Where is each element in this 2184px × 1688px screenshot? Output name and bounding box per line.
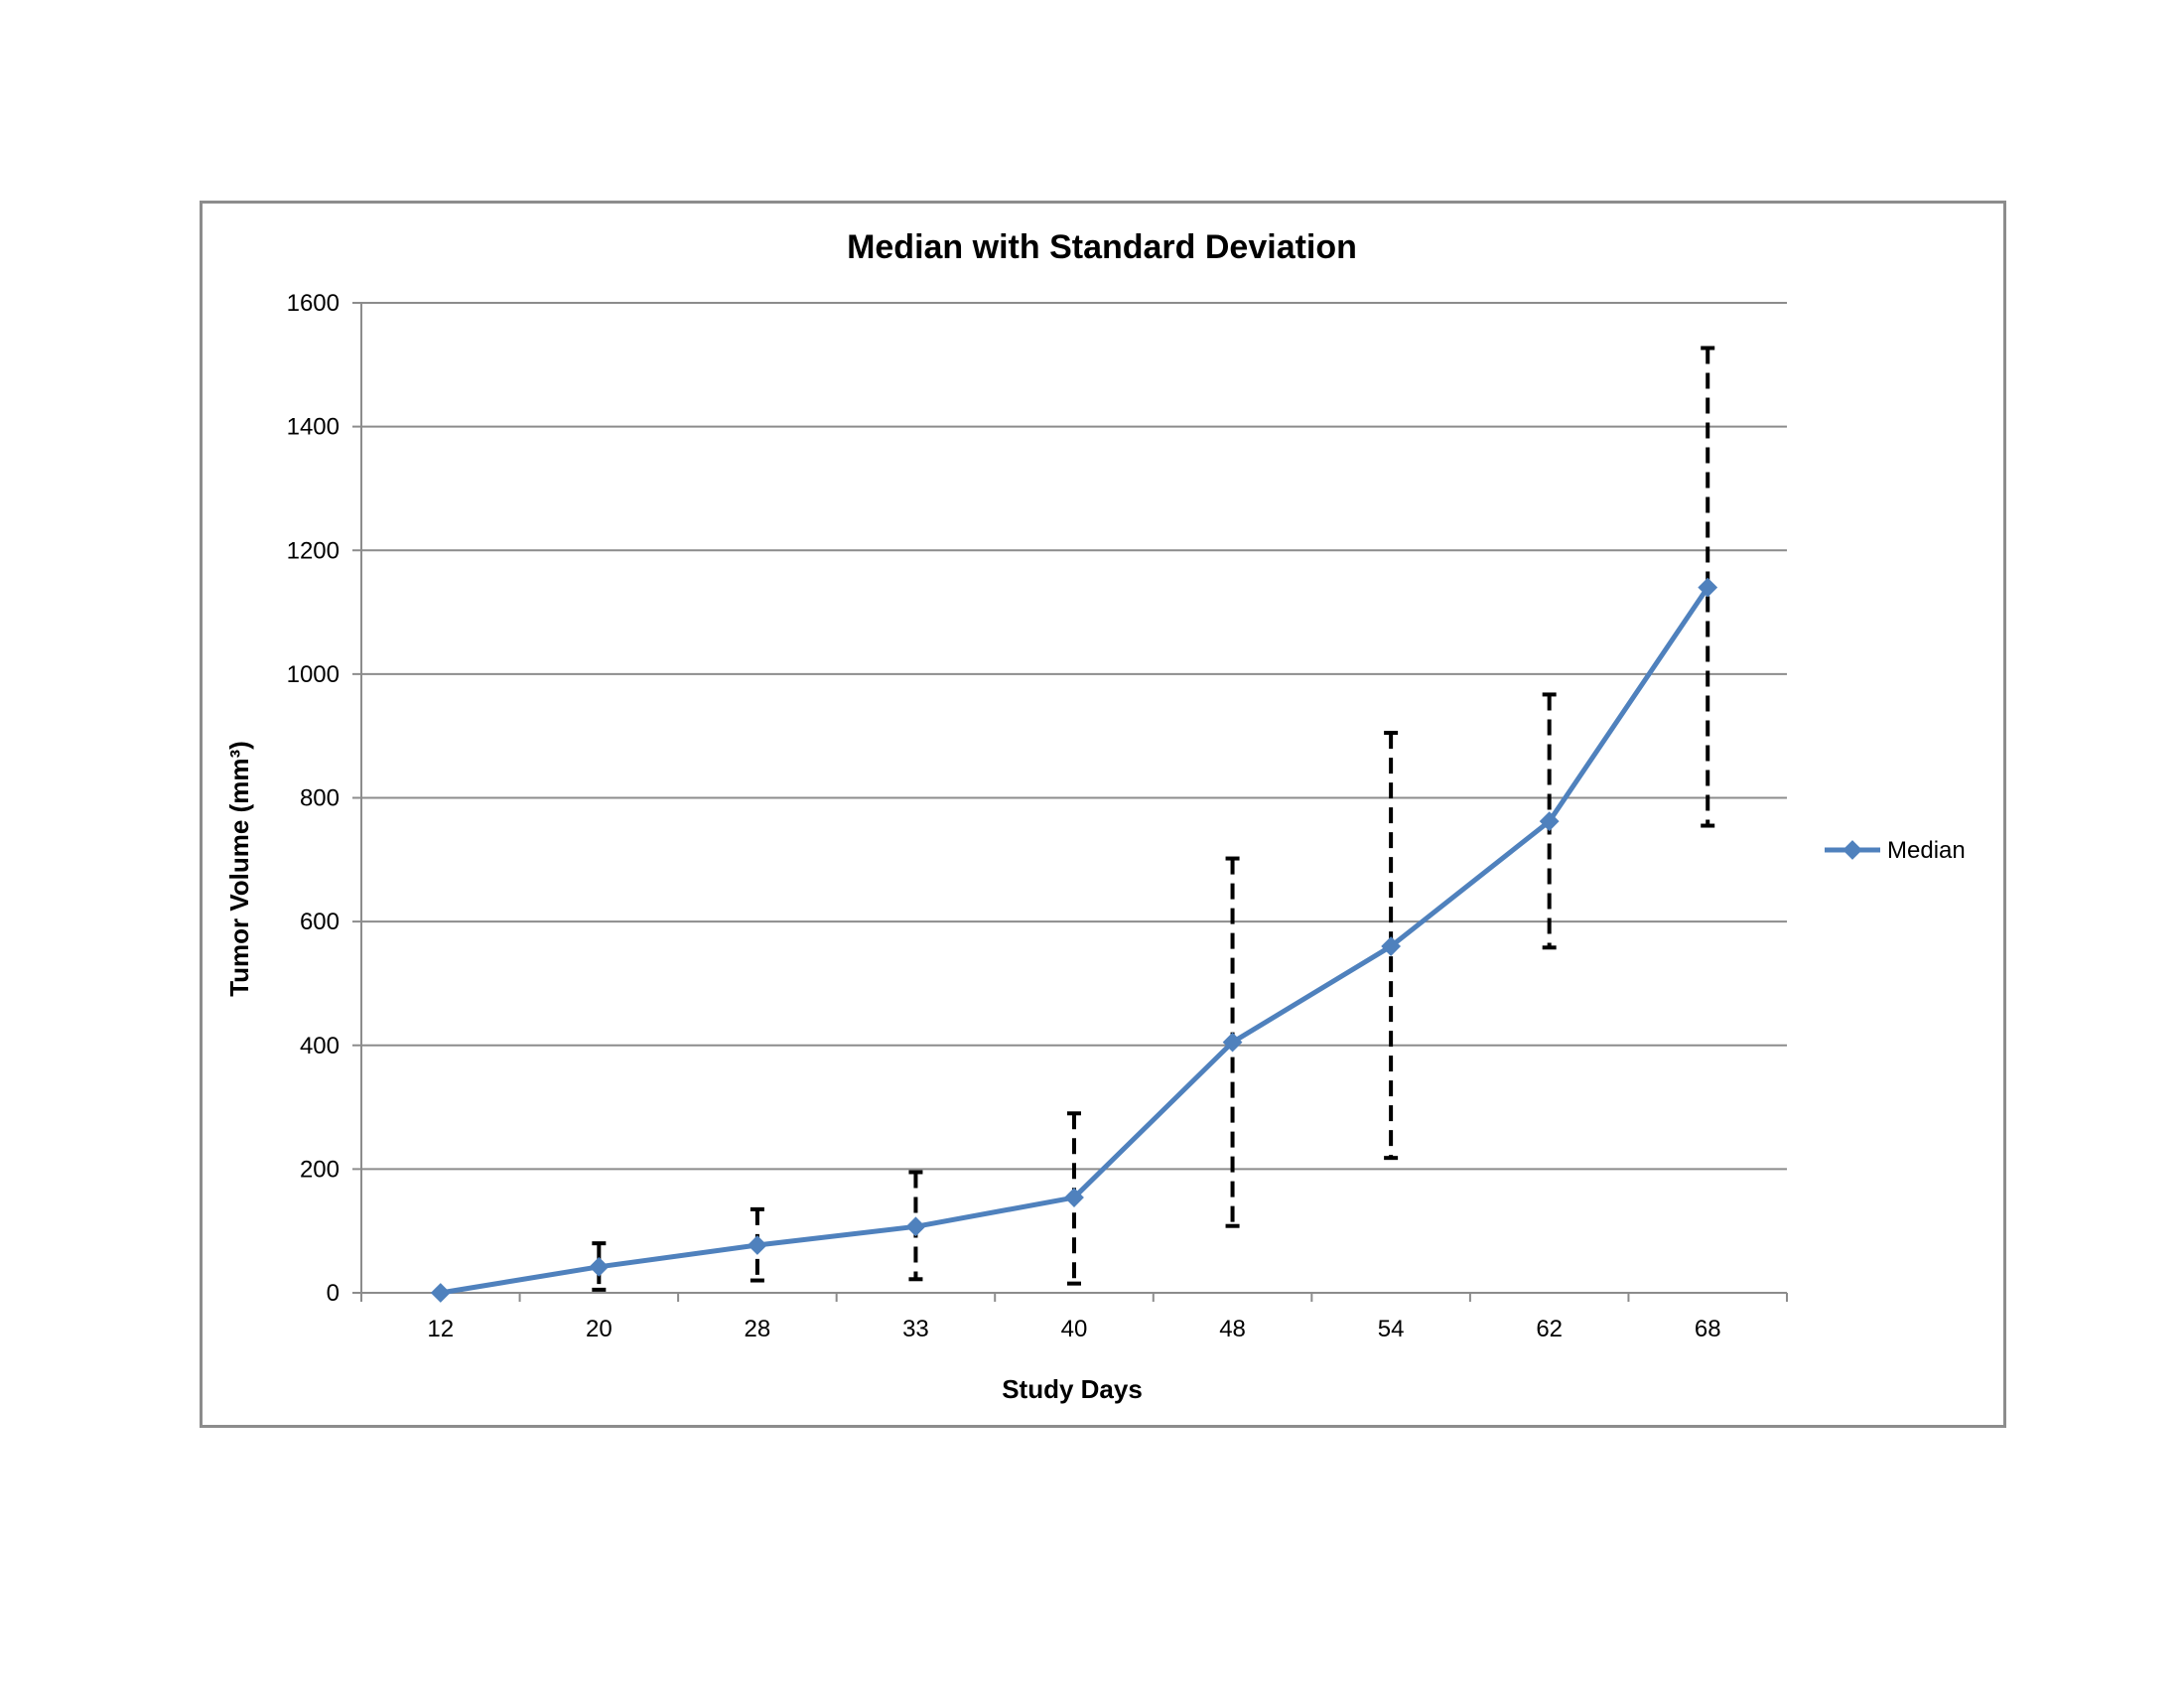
x-tick-label: 40 bbox=[1061, 1316, 1088, 1342]
x-tick-label: 20 bbox=[586, 1316, 613, 1342]
y-axis-label: Tumor Volume (mm³) bbox=[224, 741, 254, 997]
data-point bbox=[747, 1235, 767, 1255]
legend-label-median: Median bbox=[1887, 837, 1966, 864]
chart-frame bbox=[200, 201, 2006, 1428]
chart-title: Median with Standard Deviation bbox=[847, 228, 1357, 266]
x-tick-label: 48 bbox=[1219, 1316, 1246, 1342]
y-tick-label: 1000 bbox=[287, 661, 340, 688]
series-median bbox=[430, 577, 1718, 1303]
y-tick-label: 400 bbox=[300, 1033, 340, 1059]
data-point bbox=[1698, 577, 1718, 598]
legend: Median bbox=[1825, 837, 1966, 864]
gridlines bbox=[361, 302, 1787, 1171]
axes bbox=[352, 302, 1788, 1302]
x-tick-label: 12 bbox=[427, 1316, 454, 1342]
y-tick-label: 1400 bbox=[287, 414, 340, 441]
data-point bbox=[1064, 1188, 1084, 1207]
x-tick-label: 28 bbox=[745, 1316, 771, 1342]
legend-marker bbox=[1843, 840, 1862, 860]
x-tick-label: 54 bbox=[1378, 1316, 1405, 1342]
series-line-median bbox=[440, 586, 1710, 1296]
y-tick-label: 600 bbox=[300, 909, 340, 935]
data-point bbox=[1222, 1032, 1243, 1053]
y-tick-label: 1600 bbox=[287, 290, 340, 317]
y-tick-label: 200 bbox=[300, 1156, 340, 1183]
x-tick-label: 68 bbox=[1695, 1316, 1721, 1342]
data-point bbox=[430, 1283, 451, 1303]
y-tick-label: 800 bbox=[300, 785, 340, 812]
y-tick-labels: 0 200 400 600 800 1000 1200 1400 1600 bbox=[287, 290, 340, 1307]
x-tick-label: 33 bbox=[902, 1316, 929, 1342]
x-axis-label: Study Days bbox=[1002, 1374, 1143, 1404]
data-point bbox=[1539, 811, 1560, 832]
data-point bbox=[905, 1216, 926, 1237]
x-tick-label: 62 bbox=[1536, 1316, 1563, 1342]
data-point bbox=[1381, 936, 1402, 956]
x-tick-labels: 12 20 28 33 40 48 54 62 68 bbox=[427, 1316, 1720, 1342]
y-tick-label: 0 bbox=[327, 1280, 340, 1307]
data-point bbox=[589, 1256, 610, 1277]
y-tick-label: 1200 bbox=[287, 537, 340, 564]
